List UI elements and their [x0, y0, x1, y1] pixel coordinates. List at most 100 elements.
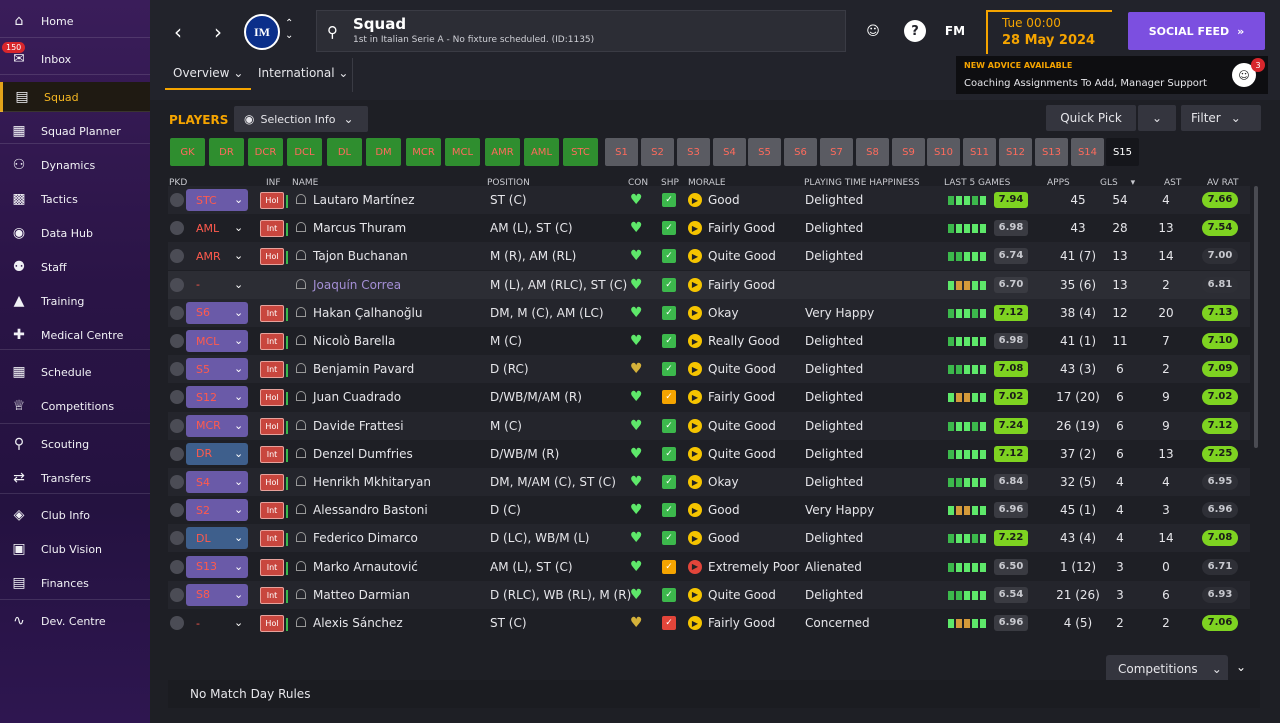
info-tag[interactable]: Int: [260, 530, 288, 548]
col-con[interactable]: CON: [628, 178, 649, 188]
player-name[interactable]: Tajon Buchanan: [313, 249, 408, 264]
filter-chip-s10[interactable]: S10: [927, 138, 960, 166]
pick-checkbox[interactable]: [170, 475, 184, 489]
filter-chip-dcl[interactable]: DCL: [287, 138, 322, 166]
info-tag[interactable]: Int: [260, 558, 288, 576]
filter-chip-s4[interactable]: S4: [713, 138, 746, 166]
sidebar-item-finances[interactable]: ▤ Finances: [0, 568, 150, 598]
info-tag[interactable]: Hol: [260, 192, 288, 209]
info-tag[interactable]: Int: [260, 304, 288, 322]
table-row[interactable]: DR ⌄ Int Denzel Dumfries D/WB/M (R) ♥ ✓ ▶ Quite …: [168, 440, 1250, 468]
filter-chip-s2[interactable]: S2: [641, 138, 674, 166]
chevron-down-icon[interactable]: ⌄: [285, 30, 294, 41]
info-tag[interactable]: Hol: [260, 474, 288, 491]
table-row[interactable]: S13 ⌄ Int Marko Arnautović AM (L), ST (C) ♥ ✓ ▶…: [168, 553, 1250, 581]
info-tag[interactable]: Hol: [260, 417, 288, 435]
player-name[interactable]: Juan Cuadrado: [313, 390, 402, 405]
filter-chip-amr[interactable]: AMR: [485, 138, 520, 166]
col-position[interactable]: POSITION: [487, 178, 530, 188]
pkd-position-selector[interactable]: S4: [186, 471, 248, 493]
quick-pick-button[interactable]: Quick Pick: [1046, 105, 1136, 131]
table-row[interactable]: S8 ⌄ Int Matteo Darmian D (RLC), WB (RL), M …: [168, 580, 1250, 609]
pkd-position-selector[interactable]: DL: [186, 527, 248, 550]
player-name[interactable]: Henrikh Mkhitaryan: [313, 475, 431, 489]
player-name[interactable]: Matteo Darmian: [313, 587, 410, 602]
club-badge[interactable]: IM: [244, 14, 280, 50]
player-name[interactable]: Hakan Çalhanoğlu: [313, 305, 423, 320]
pkd-position-selector[interactable]: S13: [186, 555, 248, 578]
filter-chip-s13[interactable]: S13: [1035, 138, 1068, 166]
pick-checkbox[interactable]: [170, 559, 184, 574]
col-gls[interactable]: GLS ▾: [1100, 178, 1135, 188]
quick-pick-menu-button[interactable]: ⌄: [1138, 105, 1176, 131]
filter-chip-s8[interactable]: S8: [856, 138, 889, 166]
sidebar-item-club-vision[interactable]: ▣ Club Vision: [0, 534, 150, 564]
filter-chip-s11[interactable]: S11: [963, 138, 996, 166]
manager-avatar-icon[interactable]: ☺: [866, 23, 880, 39]
pick-checkbox[interactable]: [170, 446, 184, 461]
pkd-position-selector[interactable]: -: [196, 616, 200, 630]
pkd-position-selector[interactable]: AMR: [196, 249, 221, 263]
col-av-rat[interactable]: AV RAT: [1207, 178, 1239, 188]
filter-chip-s12[interactable]: S12: [999, 138, 1032, 166]
player-name[interactable]: Lautaro Martínez: [313, 193, 415, 207]
sidebar-item-transfers[interactable]: ⇄ Transfers: [0, 463, 150, 493]
pkd-position-selector[interactable]: MCL: [186, 330, 248, 352]
table-row[interactable]: STC ⌄ Hol Lautaro Martínez ST (C) ♥ ✓ ▶ Good Deli…: [168, 186, 1250, 214]
player-name[interactable]: Davide Frattesi: [313, 418, 404, 433]
table-row[interactable]: AMR ⌄ Hol Tajon Buchanan M (R), AM (RL) ♥ ✓ ▶ Qu…: [168, 242, 1250, 271]
pkd-position-selector[interactable]: -: [196, 278, 200, 292]
sidebar-item-schedule[interactable]: ▦ Schedule: [0, 357, 150, 387]
sidebar-item-squad-planner[interactable]: ▦ Squad Planner: [0, 116, 150, 146]
table-scrollbar[interactable]: [1254, 186, 1258, 448]
sidebar-item-training[interactable]: ▲ Training: [0, 286, 150, 316]
social-feed-button[interactable]: SOCIAL FEED »: [1128, 12, 1265, 50]
title-search-box[interactable]: ⚲ Squad 1st in Italian Serie A - No fixt…: [316, 10, 846, 52]
sidebar-item-inbox[interactable]: ✉ Inbox: [0, 44, 150, 74]
fm-logo[interactable]: FM: [944, 24, 966, 38]
filter-chip-s15[interactable]: S15: [1106, 138, 1139, 166]
col-apps[interactable]: APPS: [1047, 178, 1070, 188]
info-tag[interactable]: Hol: [260, 248, 288, 266]
pkd-position-selector[interactable]: MCR: [186, 414, 248, 437]
pick-checkbox[interactable]: [170, 221, 184, 236]
pick-checkbox[interactable]: [170, 249, 184, 264]
chevron-up-icon[interactable]: ⌃: [285, 18, 294, 29]
pkd-position-selector[interactable]: S2: [186, 499, 248, 522]
pick-checkbox[interactable]: [170, 362, 184, 377]
filter-chip-dm[interactable]: DM: [366, 138, 401, 166]
table-row[interactable]: MCR ⌄ Hol Davide Frattesi M (C) ♥ ✓ ▶ Quite Good…: [168, 411, 1250, 440]
info-tag[interactable]: Int: [260, 361, 288, 379]
filter-chip-dl[interactable]: DL: [327, 138, 362, 166]
help-icon[interactable]: ?: [904, 20, 926, 42]
col-ast[interactable]: AST: [1164, 178, 1182, 188]
pick-checkbox[interactable]: [170, 193, 184, 207]
col-inf[interactable]: INF: [266, 178, 281, 188]
table-row[interactable]: S12 ⌄ Hol Juan Cuadrado D/WB/M/AM (R) ♥ ✓ ▶ Fair…: [168, 383, 1250, 411]
info-tag[interactable]: Int: [260, 220, 288, 238]
info-tag[interactable]: Hol: [260, 615, 288, 632]
pkd-position-selector[interactable]: S8: [186, 583, 248, 606]
player-name[interactable]: Joaquín Correa: [313, 277, 402, 292]
pkd-position-selector[interactable]: DR: [186, 442, 248, 465]
pkd-position-selector[interactable]: AML: [196, 221, 220, 235]
filter-chip-s14[interactable]: S14: [1071, 138, 1104, 166]
col-shp[interactable]: SHP: [661, 178, 679, 188]
col-name[interactable]: NAME: [292, 178, 319, 188]
sidebar-item-dev-centre[interactable]: ∿ Dev. Centre: [0, 606, 150, 636]
filter-chip-s7[interactable]: S7: [820, 138, 853, 166]
sidebar-item-scouting[interactable]: ⚲ Scouting: [0, 429, 150, 459]
sidebar-item-club-info[interactable]: ◈ Club Info: [0, 500, 150, 530]
player-name[interactable]: Denzel Dumfries: [313, 446, 413, 461]
filter-chip-s5[interactable]: S5: [748, 138, 781, 166]
col-last5[interactable]: LAST 5 GAMES: [944, 178, 1011, 188]
table-row[interactable]: S6 ⌄ Int Hakan Çalhanoğlu DM, M (C), AM (LC)…: [168, 298, 1250, 327]
pick-checkbox[interactable]: [170, 531, 184, 546]
info-tag[interactable]: Hol: [260, 389, 288, 407]
filter-chip-mcr[interactable]: MCR: [406, 138, 441, 166]
filter-chip-aml[interactable]: AML: [524, 138, 559, 166]
sidebar-item-staff[interactable]: ⚉ Staff: [0, 252, 150, 282]
filter-chip-s9[interactable]: S9: [892, 138, 925, 166]
sidebar-item-tactics[interactable]: ▩ Tactics: [0, 184, 150, 214]
table-row[interactable]: S5 ⌄ Int Benjamin Pavard D (RC) ♥ ✓ ▶ Quite Good…: [168, 355, 1250, 384]
